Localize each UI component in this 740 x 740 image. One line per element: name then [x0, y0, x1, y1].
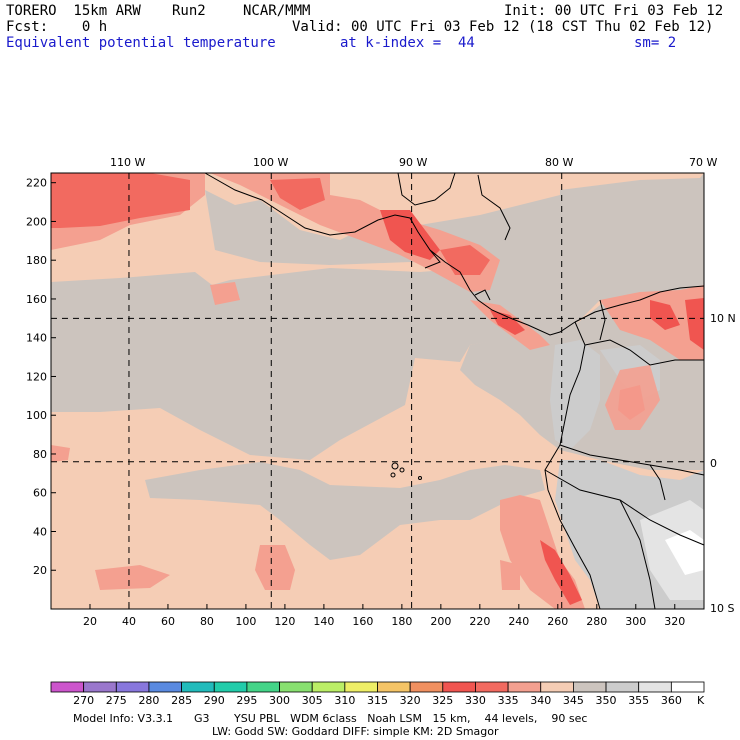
color-level-label: 355: [628, 694, 649, 707]
y-tick-label: 120: [26, 370, 47, 383]
y-tick-label: 200: [26, 215, 47, 228]
lon-label-100w: 100 W: [253, 156, 288, 169]
forecast-hour: Fcst: 0 h: [6, 19, 108, 35]
color-level-label: 295: [236, 694, 257, 707]
x-tick-label: 80: [200, 615, 214, 628]
color-swatch: [605, 681, 640, 693]
color-legend-labels: 270 275 280 285 290 295 300 305 310 315 320 325 330 3…: [73, 694, 682, 707]
y-tick-label: 60: [33, 487, 47, 500]
x-tick-label: 120: [274, 615, 295, 628]
x-tick-label: 220: [469, 615, 490, 628]
color-swatch: [279, 681, 313, 693]
x-tick-label: 180: [391, 615, 412, 628]
unit-label: K: [697, 694, 705, 707]
color-swatch: [507, 681, 542, 693]
x-tick-label: 300: [625, 615, 646, 628]
x-tick-label: 40: [122, 615, 136, 628]
color-swatch: [50, 681, 85, 693]
model-info: Model Info: V3.3.1 G3 YSU PBL WDM 6class…: [73, 712, 588, 725]
color-legend: [50, 681, 705, 693]
x-tick-label: 240: [508, 615, 529, 628]
y-tick-label: 220: [26, 177, 47, 190]
lat-label-10s: 10 S: [710, 602, 734, 615]
y-tick-label: 40: [33, 525, 47, 538]
color-level-label: 280: [138, 694, 159, 707]
color-swatch: [246, 681, 280, 693]
y-tick-label: 140: [26, 332, 47, 345]
color-swatch: [311, 681, 346, 693]
color-swatch: [181, 681, 215, 693]
y-tick-label: 20: [33, 564, 47, 577]
physics-info: LW: Godd SW: Goddard DIFF: simple KM: 2D…: [212, 725, 499, 738]
color-level-label: 340: [530, 694, 551, 707]
color-level-label: 345: [563, 694, 584, 707]
y-tick-label: 180: [26, 254, 47, 267]
color-level-label: 315: [367, 694, 388, 707]
x-tick-label: 20: [83, 615, 97, 628]
lon-label-70w: 70 W: [689, 156, 717, 169]
smoothing-info: sm= 2: [634, 35, 677, 51]
color-swatch: [409, 681, 444, 693]
level-info: at k-index = 44: [340, 35, 475, 51]
lon-label-80w: 80 W: [545, 156, 573, 169]
field-name: Equivalent potential temperature: [6, 35, 276, 51]
x-tick-label: 100: [235, 615, 256, 628]
color-swatch: [475, 681, 509, 693]
x-tick-label: 160: [352, 615, 373, 628]
color-level-label: 325: [432, 694, 453, 707]
color-level-label: 275: [106, 694, 127, 707]
color-swatch: [377, 681, 411, 693]
lat-label-0: 0: [710, 457, 717, 470]
color-level-label: 360: [661, 694, 682, 707]
model-name: TORERO 15km ARW: [6, 3, 141, 19]
color-level-label: 290: [204, 694, 225, 707]
color-level-label: 305: [302, 694, 323, 707]
x-tick-label: 200: [430, 615, 451, 628]
org-label: NCAR/MMM: [243, 3, 311, 19]
y-axis-ticks: 20 40 60 80 100 120 140 160 180 200 220: [26, 177, 56, 577]
color-level-label: 270: [73, 694, 94, 707]
color-swatch: [670, 681, 705, 693]
x-tick-label: 260: [547, 615, 568, 628]
valid-time: Valid: 00 UTC Fri 03 Feb 12 (18 CST Thu …: [292, 19, 714, 35]
x-tick-label: 280: [586, 615, 607, 628]
color-swatch: [213, 681, 248, 693]
run-label: Run2: [172, 3, 206, 19]
color-level-label: 330: [465, 694, 486, 707]
lon-label-90w: 90 W: [399, 156, 427, 169]
color-swatch: [344, 681, 378, 693]
color-swatch: [573, 681, 607, 693]
x-axis-ticks: 20 40 60 80 100 120 140 160 180 200 220 240 260 280 30…: [83, 604, 685, 628]
lat-label-10n: 10 N: [710, 312, 736, 325]
y-tick-label: 80: [33, 448, 47, 461]
color-level-label: 300: [269, 694, 290, 707]
x-tick-label: 60: [161, 615, 175, 628]
map-frame: [50, 172, 705, 610]
lat-lon-grid: [51, 173, 704, 609]
color-level-label: 285: [171, 694, 192, 707]
color-level-label: 335: [498, 694, 519, 707]
color-swatch: [540, 681, 574, 693]
coastlines: [204, 172, 705, 610]
color-swatch: [442, 681, 476, 693]
color-swatch: [148, 681, 182, 693]
x-tick-label: 140: [313, 615, 334, 628]
color-level-label: 350: [596, 694, 617, 707]
color-swatch: [638, 681, 672, 693]
y-tick-label: 100: [26, 409, 47, 422]
galapagos-islands: [390, 462, 422, 480]
color-swatch: [115, 681, 150, 693]
x-tick-label: 320: [664, 615, 685, 628]
init-time: Init: 00 UTC Fri 03 Feb 12: [504, 3, 724, 19]
lon-label-110w: 110 W: [110, 156, 145, 169]
map-area[interactable]: [50, 172, 705, 610]
color-swatch: [83, 681, 117, 693]
color-level-label: 320: [400, 694, 421, 707]
y-tick-label: 160: [26, 293, 47, 306]
color-level-label: 310: [334, 694, 355, 707]
